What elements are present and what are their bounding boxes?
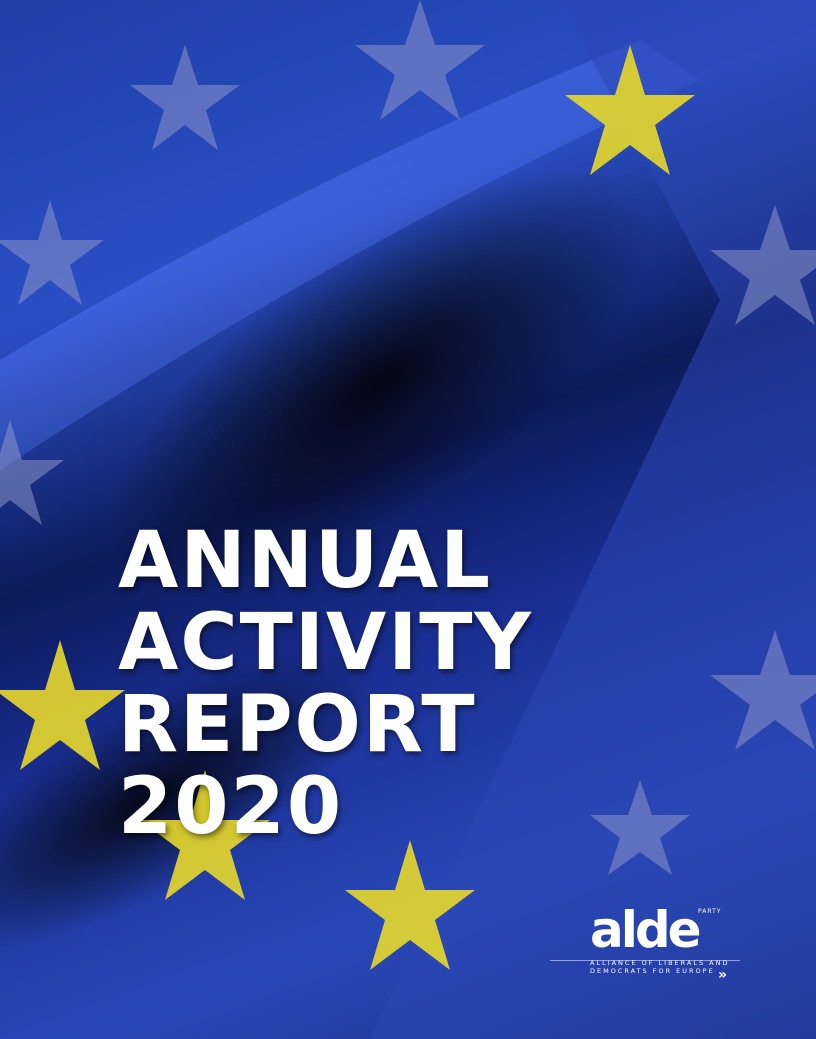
logo-subtitle-line: DEMOCRATS FOR EUROPE [590, 967, 715, 975]
title-line: ANNUAL [118, 516, 492, 606]
title-line: ACTIVITY [118, 598, 533, 688]
title-year: 2020 [118, 762, 344, 852]
logo-mark: alde [590, 901, 702, 959]
logo-divider [550, 960, 740, 961]
double-chevron-right-icon: » [718, 967, 728, 983]
alde-logo: alde PARTY ALLIANCE OF LIBERALS AND DEMO… [550, 901, 740, 983]
report-title: ANNUAL ACTIVITY REPORT 2020 [118, 520, 533, 848]
title-line: REPORT [118, 680, 477, 770]
logo-party-label: PARTY [698, 908, 722, 915]
logo-subtitle-line: ALLIANCE OF LIBERALS AND [590, 959, 730, 967]
